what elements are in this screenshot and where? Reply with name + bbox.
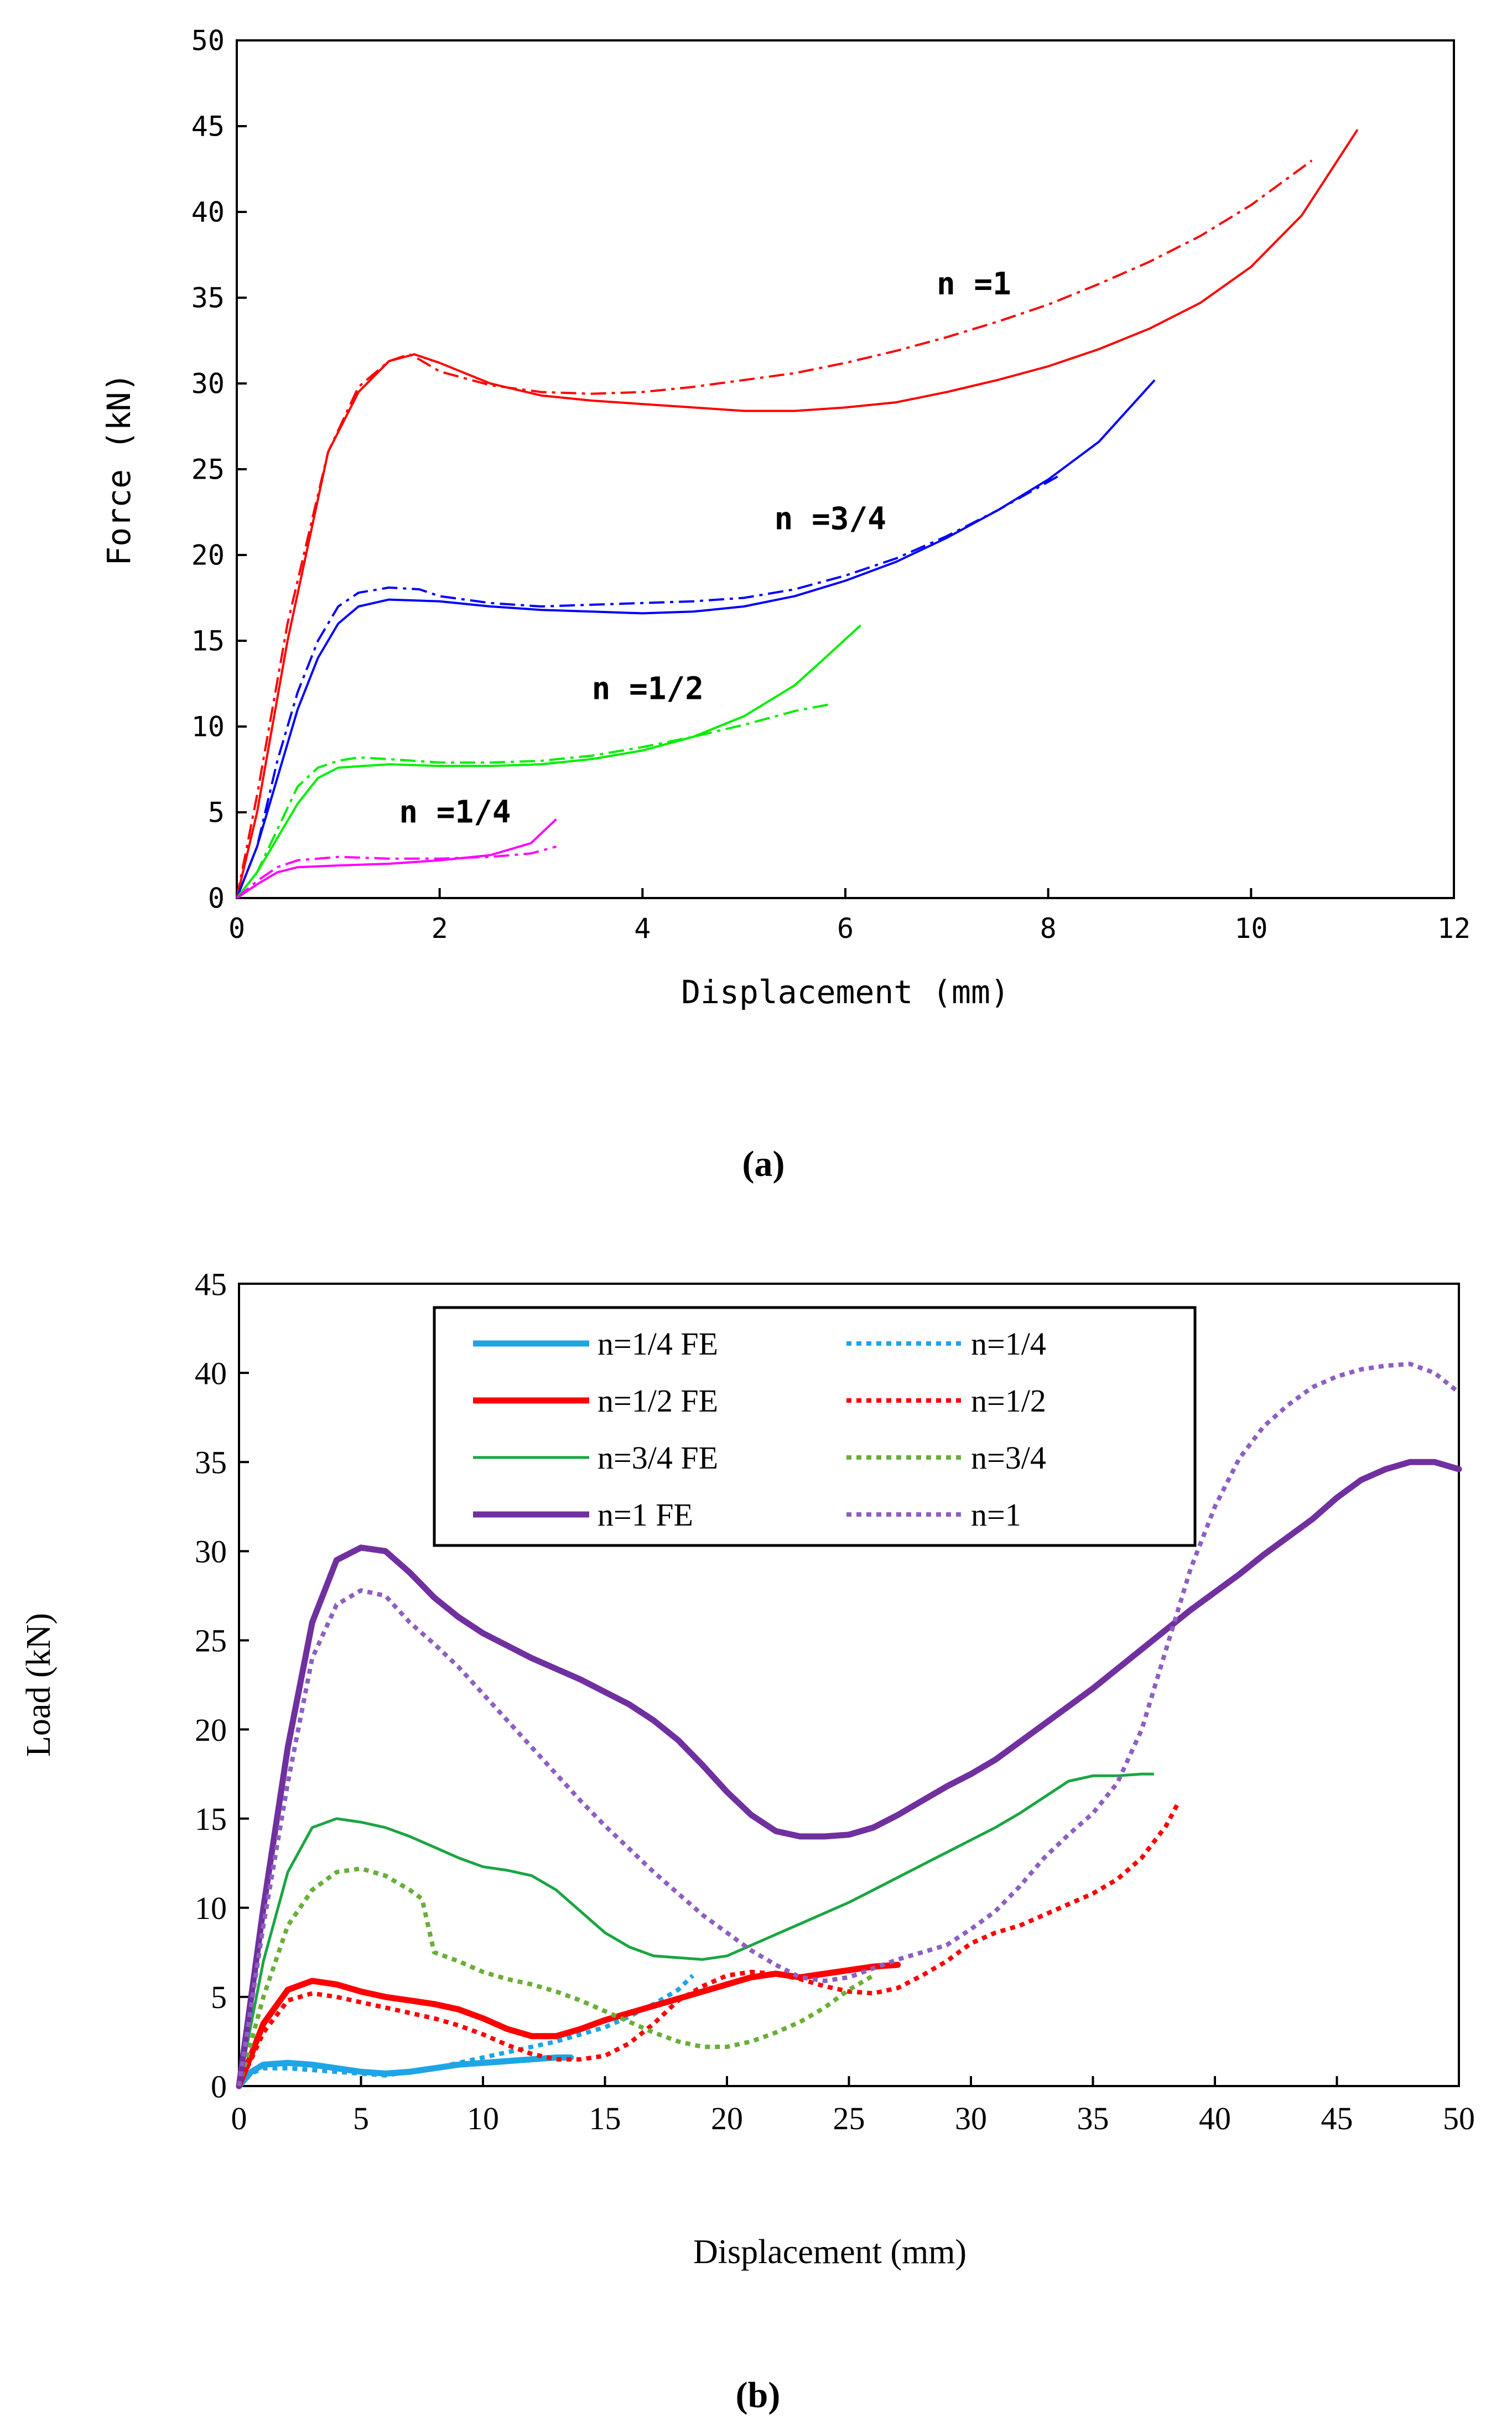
chart-a-ytick-label: 0 xyxy=(208,883,225,915)
chart-a-annotation: n =1/2 xyxy=(592,671,704,707)
chart-b-legend-label: n=1/4 xyxy=(971,1326,1046,1362)
chart-b-legend-label: n=1/2 FE xyxy=(597,1383,718,1419)
chart-a-xtick-label: 2 xyxy=(432,912,448,945)
chart-a-xtick-label: 4 xyxy=(634,912,651,945)
chart-a-ytick-label: 25 xyxy=(191,454,225,486)
chart-b-series-n-3-4 xyxy=(237,1866,875,2087)
chart-a-ytick-label: 10 xyxy=(191,711,225,743)
chart-b-xtick-label: 35 xyxy=(1077,2100,1109,2136)
chart-b-xtick-label: 5 xyxy=(353,2100,369,2136)
chart-b-series-n-1-fe xyxy=(236,1459,1462,2089)
chart-b-legend-label: n=1 xyxy=(971,1497,1021,1533)
chart-b-ticks: 0 5 10 15 20 25 30 35 40 45 50 0 5 10 15 20 25 30 35 40 45 xyxy=(195,1266,1475,2136)
chart-a-series-n-3-4-dash-dot- xyxy=(236,475,1059,899)
chart-b-ytick-label: 35 xyxy=(195,1445,227,1481)
chart-b-series-n-3-4-fe xyxy=(237,1772,1154,2087)
chart-a-series-group xyxy=(236,129,1359,899)
chart-a-ytick-label: 30 xyxy=(191,368,225,400)
chart-b-ytick-label: 20 xyxy=(195,1712,227,1748)
chart-b-xtick-label: 10 xyxy=(467,2100,499,2136)
chart-b-series-n-1-2-fe xyxy=(236,1962,901,2089)
chart-b-ytick-label: 45 xyxy=(195,1266,227,1302)
chart-a-plot-frame xyxy=(236,39,1455,899)
chart-b-series-n-1 xyxy=(237,1362,1461,2087)
chart-a-series-n-1 xyxy=(236,129,1359,899)
chart-a-ticks: 0 2 4 6 8 10 12 0 5 10 15 20 25 30 35 40 45 50 xyxy=(191,25,1471,945)
chart-b-ytick-label: 40 xyxy=(195,1355,227,1391)
chart-b-xtick-label: 40 xyxy=(1199,2100,1231,2136)
chart-a-series-n-1-4-dash-dot- xyxy=(236,845,557,899)
chart-b-ytick-label: 25 xyxy=(195,1623,227,1659)
caption-b: (b) xyxy=(736,2375,781,2415)
chart-a-series-n-1-dash-dot- xyxy=(236,159,1313,899)
chart-b-legend-label: n=1/2 xyxy=(971,1383,1046,1419)
chart-b-legend-label: n=1 FE xyxy=(597,1497,693,1533)
chart-a-series-n-1-2-dash-dot- xyxy=(236,703,830,899)
chart-b-xtick-label: 45 xyxy=(1321,2100,1353,2136)
chart-b-legend-box xyxy=(433,1306,1197,1547)
chart-b-legend-label: n=3/4 FE xyxy=(597,1440,718,1476)
chart-b-ylabel: Load (kN) xyxy=(20,1613,58,1757)
chart-b-legend: n=1/4 FE n=1/4 n=1/2 FE n=1/2 n=3/4 FE n=3/4 n… xyxy=(433,1306,1197,1547)
chart-a-ytick-label: 35 xyxy=(191,282,225,314)
chart-a-xtick-label: 10 xyxy=(1234,912,1267,945)
chart-a-ylabel: Force (kN) xyxy=(100,372,138,566)
chart-a-series-n-1-2 xyxy=(236,624,861,899)
chart-a-ytick-label: 15 xyxy=(191,625,225,657)
chart-b-series-n-1-4-fe xyxy=(236,2054,574,2089)
chart-b-series-n-1-2 xyxy=(237,1801,1181,2087)
chart-b-ytick-label: 15 xyxy=(195,1801,227,1837)
chart-b-ytick-label: 0 xyxy=(211,2068,227,2104)
chart-a-xlabel: Displacement (mm) xyxy=(681,973,1010,1011)
caption-a: (a) xyxy=(742,1144,785,1184)
chart-a-annotations: n =1 n =3/4 n =1/2 n =1/4 xyxy=(399,266,1011,831)
chart-b-series-n-1-4 xyxy=(237,1974,695,2088)
chart-b-xtick-label: 0 xyxy=(231,2100,247,2136)
chart-b-series-group xyxy=(236,1362,1462,2089)
chart-a-ytick-label: 20 xyxy=(191,539,225,572)
chart-a-xtick-label: 0 xyxy=(228,912,245,945)
chart-b-xtick-label: 25 xyxy=(833,2100,865,2136)
chart-a-series-n-3-4 xyxy=(236,379,1156,899)
chart-a-annotation: n =1/4 xyxy=(399,795,511,831)
chart-b-legend-label: n=1/4 FE xyxy=(597,1326,718,1362)
chart-a-ytick-label: 45 xyxy=(191,111,225,143)
chart-a-ytick-label: 50 xyxy=(191,25,225,57)
chart-b-legend-label: n=3/4 xyxy=(971,1440,1046,1476)
chart-a-xtick-label: 6 xyxy=(837,912,854,945)
chart-a-series-n-1-4 xyxy=(236,818,557,899)
chart-b-xtick-label: 15 xyxy=(589,2100,621,2136)
chart-b-ytick-label: 30 xyxy=(195,1534,227,1570)
chart-b-ytick-label: 5 xyxy=(211,1979,227,2015)
chart-a-xtick-label: 12 xyxy=(1437,912,1471,945)
chart-b-xtick-label: 50 xyxy=(1443,2100,1475,2136)
chart-a-ytick-label: 40 xyxy=(191,196,225,229)
chart-b-xtick-label: 30 xyxy=(955,2100,987,2136)
chart-b-xtick-label: 20 xyxy=(711,2100,743,2136)
chart-b-ytick-label: 10 xyxy=(195,1890,227,1926)
chart-a-xtick-label: 8 xyxy=(1040,912,1057,945)
chart-b: 0 5 10 15 20 25 30 35 40 45 50 0 5 10 15 20 25 30 35 40 45 n… xyxy=(20,1266,1475,2415)
chart-b-xlabel: Displacement (mm) xyxy=(693,2233,967,2271)
chart-a-annotation: n =1 xyxy=(937,266,1011,302)
chart-a: 0 2 4 6 8 10 12 0 5 10 15 20 25 30 35 40 45 50 n =1 n =3/4… xyxy=(100,25,1471,1185)
chart-a-annotation: n =3/4 xyxy=(775,501,886,537)
chart-a-ytick-label: 5 xyxy=(208,797,225,829)
